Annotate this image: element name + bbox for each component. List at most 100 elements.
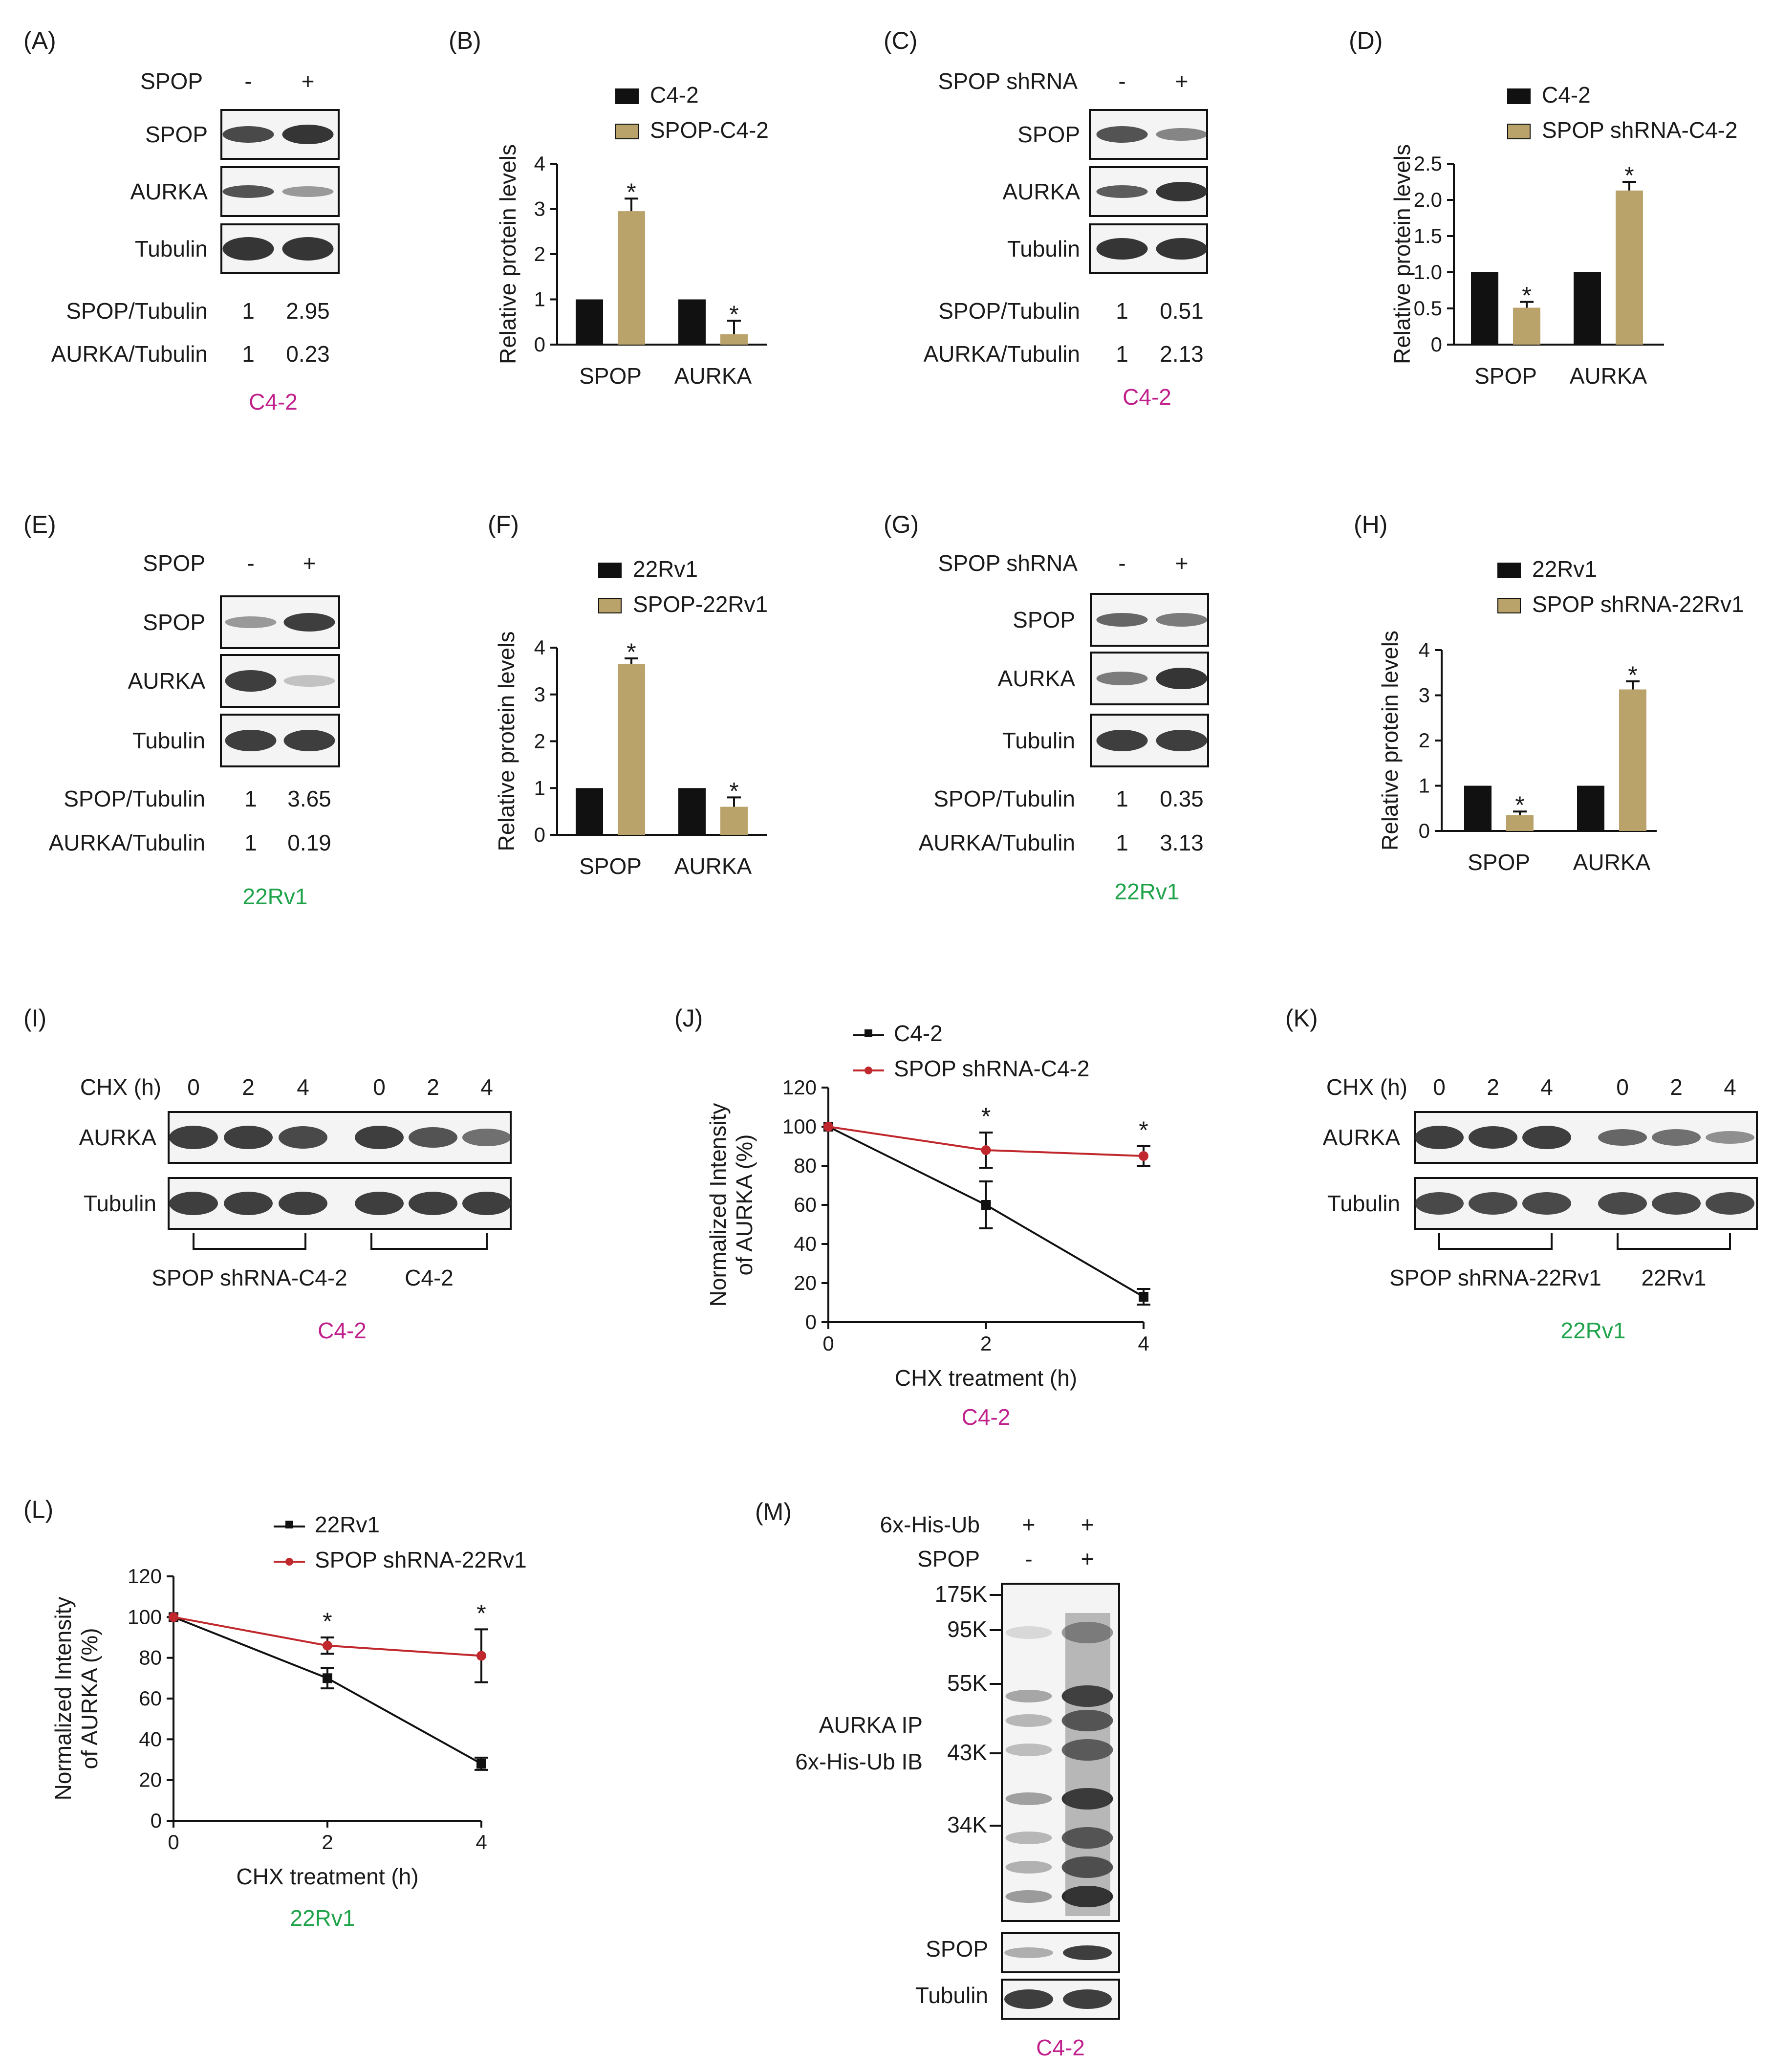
panel-letter: (G): [884, 511, 919, 538]
y-tick-label: 1: [534, 776, 545, 799]
quant-value-2: 0.51: [1160, 298, 1204, 324]
significance-marker: *: [729, 301, 738, 328]
x-tick-label: 2: [322, 1831, 333, 1854]
timepoint-label: 2: [1670, 1074, 1683, 1100]
panel-letter: (F): [488, 511, 519, 538]
band-lane-1: [1096, 730, 1148, 751]
lane-header-label: SPOP: [140, 68, 203, 94]
legend-swatch: [615, 124, 639, 139]
error-bar: [727, 319, 741, 334]
legend-label: C4-2: [1542, 82, 1591, 108]
band: [279, 1192, 327, 1215]
band-lane-1: [225, 670, 277, 692]
mw-marker-label: 34K: [947, 1812, 987, 1837]
quant-value-2: 2.95: [286, 298, 330, 324]
data-point: [323, 1640, 332, 1651]
band-lane-1: [1096, 185, 1148, 198]
significance-marker: *: [1628, 661, 1637, 689]
band-lane-1: [1096, 613, 1148, 627]
significance-marker: *: [981, 1103, 991, 1130]
band-lane-1: [222, 126, 274, 143]
lane-2-sign: +: [303, 550, 316, 576]
band-lane-1: [1096, 672, 1148, 685]
ip-label: AURKA IP: [819, 1712, 923, 1738]
timepoint-label: 4: [1540, 1074, 1553, 1100]
band: [1706, 1131, 1754, 1144]
legend-marker: [285, 1558, 293, 1566]
y-tick-label: 2: [534, 730, 545, 753]
panel-letter: (H): [1354, 511, 1387, 538]
lane-header-label: SPOP shRNA: [938, 550, 1078, 576]
chart-L: (L) 22Rv1 SPOP shRNA-22Rv1 0 20 40 60 80 100 120 0…: [23, 1496, 527, 1931]
band: [224, 1192, 273, 1215]
quant-label: SPOP/Tubulin: [933, 786, 1075, 811]
significance-marker: *: [1515, 791, 1524, 819]
ub-smear-lane-2: [1061, 1886, 1113, 1907]
x-category-label: SPOP: [579, 363, 642, 389]
legend-label: SPOP shRNA-C4-2: [1542, 117, 1738, 143]
cell-line-label: C4-2: [962, 1404, 1011, 1430]
ub-smear-lane-1: [1005, 1890, 1052, 1903]
band-lane-1: [1096, 126, 1148, 143]
bar-c4-2: [576, 299, 603, 345]
band-lane-2: [1156, 238, 1208, 260]
timepoint-label: 4: [480, 1074, 493, 1100]
blot-label-aurka: AURKA: [998, 666, 1076, 691]
panel-A: (A) SPOP - + SPOP AURKA Tubulin SPOP/Tubulin 1 2.…: [23, 27, 340, 414]
bar-spop-shrna-22rv1: [1506, 815, 1534, 831]
band: [224, 1126, 273, 1149]
bar-c4-2: [1574, 272, 1601, 345]
group-label: 22Rv1: [1642, 1265, 1707, 1290]
ub-smear-lane-2: [1061, 1827, 1113, 1849]
significance-marker: *: [627, 178, 636, 206]
blot-label-tubulin: Tubulin: [1002, 728, 1075, 753]
blot-label-spop: SPOP: [1013, 607, 1075, 633]
band-lane-2: [1063, 1989, 1112, 2009]
significance-marker: *: [323, 1608, 332, 1635]
y-tick-label: 2.5: [1414, 152, 1442, 175]
band: [1652, 1129, 1701, 1146]
blot-label-tubulin: Tubulin: [135, 236, 208, 262]
lane-header-label: SPOP shRNA: [938, 68, 1078, 94]
cell-line-label: 22Rv1: [243, 884, 308, 909]
cell-line-label: C4-2: [318, 1318, 367, 1343]
y-axis-label-line: of AURKA (%): [732, 1134, 757, 1276]
blot-tubulin: [168, 1177, 512, 1230]
x-tick-label: 0: [822, 1332, 834, 1355]
lane-2-sign: +: [1175, 68, 1189, 94]
y-tick-label: 2: [534, 242, 545, 265]
cell-line-label: C4-2: [1036, 2035, 1085, 2060]
blot-label-spop: SPOP: [1017, 122, 1080, 147]
band-lane-2: [1156, 613, 1208, 627]
lane-1-sign: -: [1118, 68, 1125, 94]
bar-spop-shrna-c4-2: [1513, 307, 1540, 345]
bar-c4-2: [1471, 272, 1498, 345]
quant-value-2: 0.23: [286, 341, 330, 367]
chart-H: (H) 22Rv1 SPOP shRNA-22Rv1 0 1 2 3 4 Relative pr…: [1354, 511, 1744, 875]
bar-spop-22rv1: [720, 807, 748, 835]
condition-lane-1: +: [1022, 1512, 1036, 1537]
ub-smear-lane-2: [1061, 1622, 1113, 1643]
data-point: [1139, 1292, 1148, 1302]
blot-label-tubulin: Tubulin: [84, 1191, 156, 1216]
ub-smear-lane-2: [1061, 1710, 1113, 1731]
legend-swatch: [615, 88, 639, 104]
error-bar: [727, 796, 741, 807]
y-tick-label: 20: [139, 1768, 162, 1791]
band: [1415, 1192, 1464, 1215]
band-lane-1: [225, 616, 277, 628]
x-axis-label: CHX treatment (h): [236, 1864, 418, 1889]
x-category-label: SPOP: [1474, 363, 1537, 389]
band: [169, 1126, 218, 1149]
y-tick-label: 4: [534, 152, 545, 175]
legend-swatch: [598, 598, 622, 613]
group-label: C4-2: [405, 1265, 454, 1290]
blot-label-tubulin: Tubulin: [1007, 236, 1080, 262]
band: [1415, 1126, 1464, 1149]
blot-label-spop: SPOP: [143, 610, 205, 635]
mw-marker-label: 175K: [935, 1581, 988, 1607]
chart-J: (J) C4-2 SPOP shRNA-C4-2 0 20 40 60 80 100 120 0 2 4…: [674, 1004, 1150, 1430]
cell-line-label: C4-2: [1123, 384, 1171, 410]
